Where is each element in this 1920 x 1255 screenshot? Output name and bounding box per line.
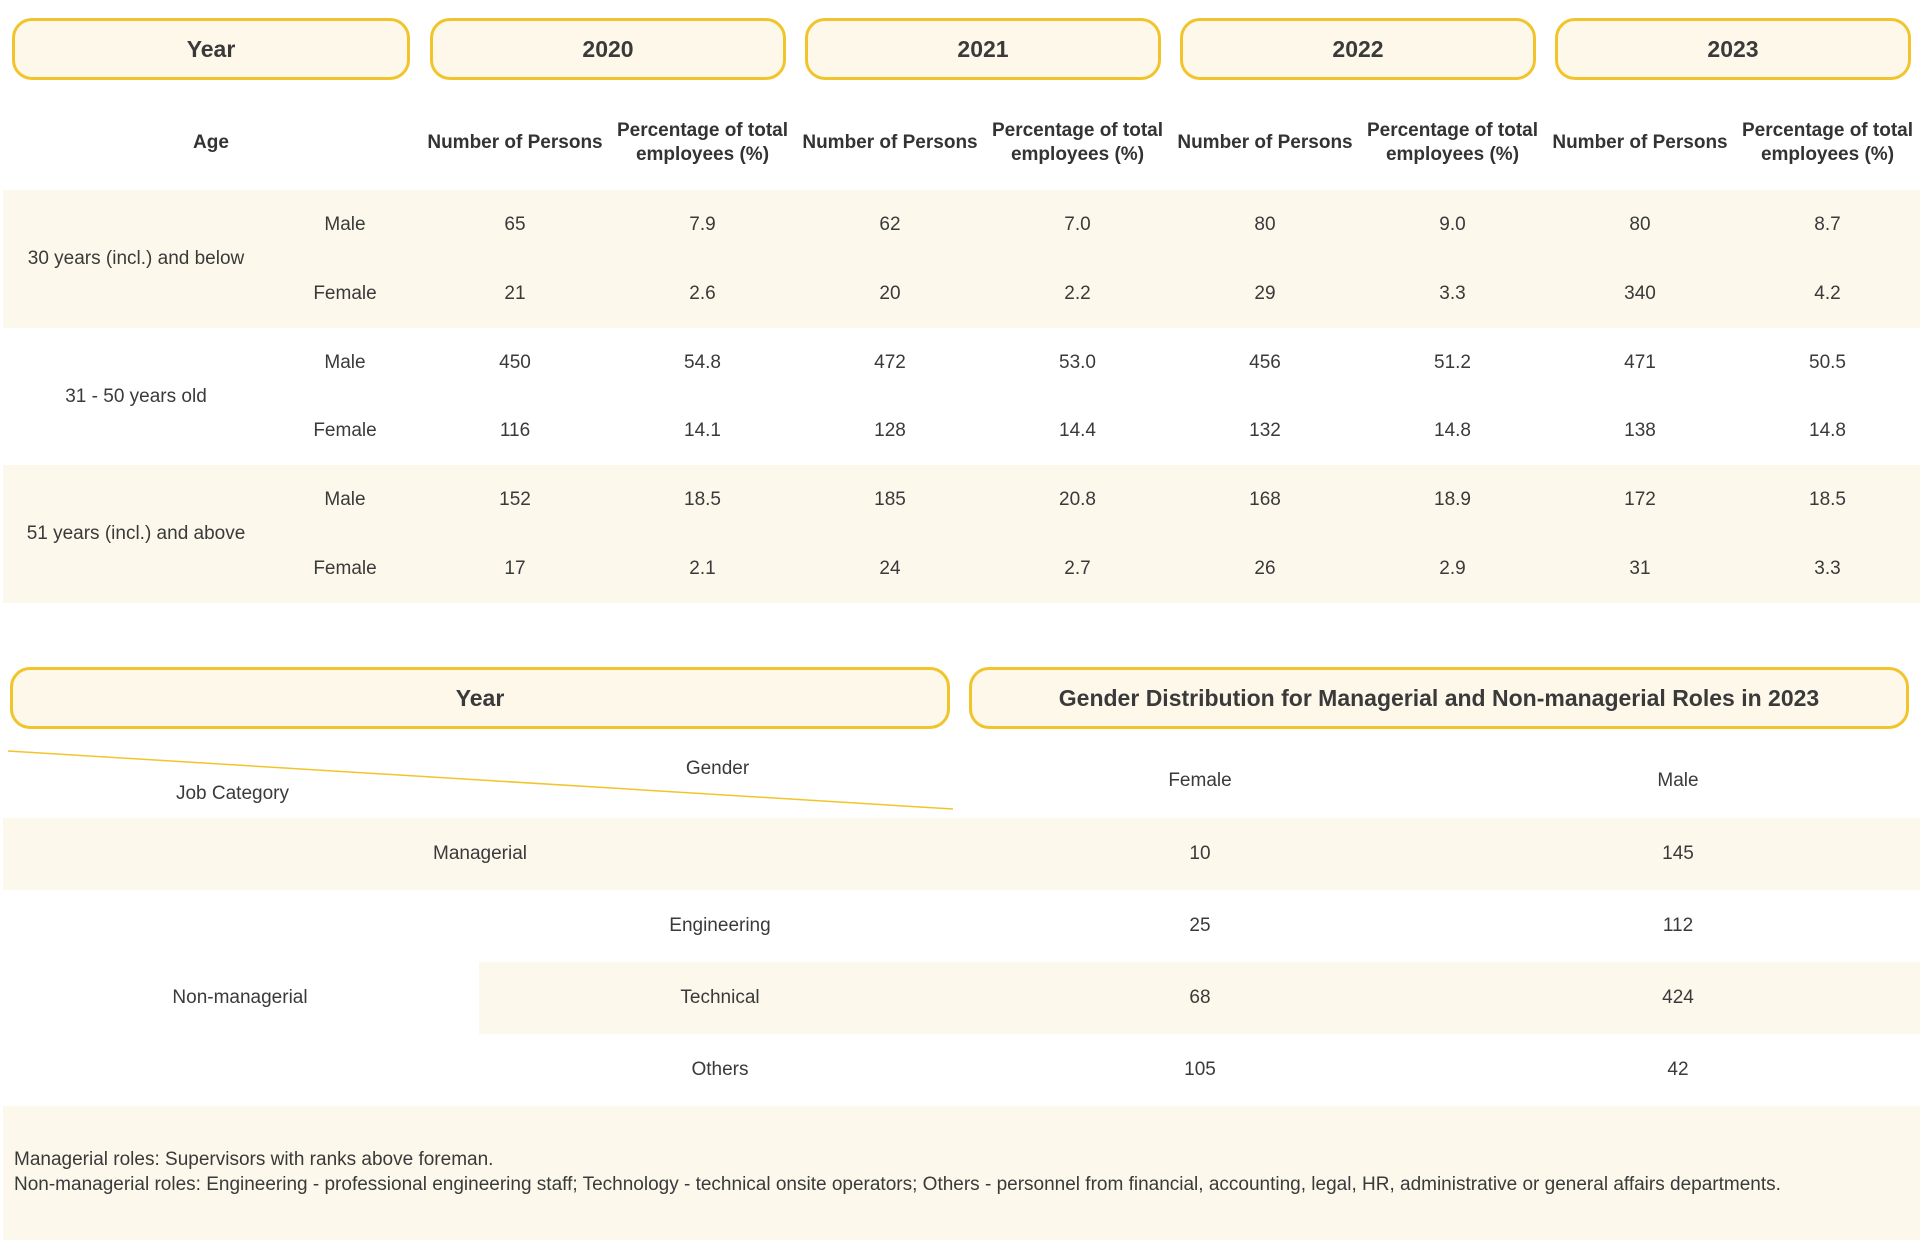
percent-cell: 3.3 <box>1439 282 1466 304</box>
col-persons-2023: Number of Persons <box>1552 132 1728 153</box>
percent-cell: 14.4 <box>1059 419 1096 441</box>
persons-cell: 62 <box>879 213 901 235</box>
percent-cell: 20.8 <box>1059 488 1096 510</box>
gender-label: Female <box>313 282 377 304</box>
persons-cell: 128 <box>874 419 906 441</box>
age-group-label: 51 years (incl.) and above <box>26 523 246 544</box>
persons-cell: 116 <box>499 419 531 441</box>
subcategory-label: Others <box>691 1059 749 1080</box>
percent-cell: 18.9 <box>1434 488 1471 510</box>
year-2021-header: 2021 <box>805 18 1161 80</box>
percent-cell: 51.2 <box>1434 351 1471 373</box>
percent-cell: 14.8 <box>1434 419 1471 441</box>
persons-cell: 80 <box>1629 213 1651 235</box>
persons-cell: 132 <box>1249 419 1281 441</box>
percent-cell: 53.0 <box>1059 351 1096 373</box>
row-band-over51 <box>3 465 1920 603</box>
persons-cell: 450 <box>499 351 531 373</box>
percent-cell: 14.1 <box>684 419 721 441</box>
gender-distribution-title: Gender Distribution for Managerial and N… <box>969 667 1909 729</box>
percent-cell: 50.5 <box>1809 351 1846 373</box>
persons-cell: 472 <box>874 351 906 373</box>
engineering-female: 25 <box>1189 915 1211 936</box>
percent-cell: 2.2 <box>1064 282 1091 304</box>
others-male: 42 <box>1667 1059 1689 1080</box>
percent-cell: 18.5 <box>684 488 721 510</box>
persons-cell: 29 <box>1254 282 1276 304</box>
non-managerial-label: Non-managerial <box>172 987 308 1008</box>
managerial-female: 10 <box>1189 843 1211 864</box>
year-header: Year <box>12 18 410 80</box>
gender-label: Male <box>324 488 366 510</box>
col-percent-2020: Percentage of total employees (%) <box>616 120 789 165</box>
percent-cell: 2.9 <box>1439 557 1466 579</box>
subcategory-label: Technical <box>680 987 760 1008</box>
percent-cell: 2.7 <box>1064 557 1091 579</box>
note-managerial: Managerial roles: Supervisors with ranks… <box>14 1149 494 1170</box>
persons-cell: 80 <box>1254 213 1276 235</box>
col-percent-2022: Percentage of total employees (%) <box>1366 120 1539 165</box>
year-2023-header: 2023 <box>1555 18 1911 80</box>
persons-cell: 138 <box>1624 419 1656 441</box>
persons-cell: 340 <box>1624 282 1656 304</box>
age-group-label: 31 - 50 years old <box>65 385 207 407</box>
engineering-male: 112 <box>1662 915 1694 936</box>
percent-cell: 2.1 <box>689 557 716 579</box>
persons-cell: 24 <box>879 557 901 579</box>
notes-box <box>3 1106 1920 1240</box>
percent-cell: 3.3 <box>1814 557 1841 579</box>
col-persons-2020: Number of Persons <box>427 132 603 153</box>
persons-cell: 20 <box>879 282 901 304</box>
persons-cell: 31 <box>1629 557 1651 579</box>
percent-cell: 54.8 <box>684 351 721 373</box>
col-male-header: Male <box>1657 770 1699 791</box>
percent-cell: 8.7 <box>1814 213 1841 235</box>
col-percent-2023: Percentage of total employees (%) <box>1741 120 1914 165</box>
year-2022-header: 2022 <box>1180 18 1536 80</box>
age-group-label: 30 years (incl.) and below <box>27 248 245 269</box>
job-category-label: Job Category <box>175 783 289 804</box>
persons-cell: 152 <box>499 488 531 510</box>
persons-cell: 65 <box>504 213 526 235</box>
subcategory-label: Engineering <box>669 915 771 936</box>
managerial-label: Managerial <box>433 843 527 864</box>
row-band-under30 <box>3 190 1920 328</box>
persons-cell: 168 <box>1249 488 1281 510</box>
percent-cell: 7.9 <box>689 213 716 235</box>
percent-cell: 18.5 <box>1809 488 1846 510</box>
col-female-header: Female <box>1168 770 1232 791</box>
persons-cell: 172 <box>1624 488 1656 510</box>
technical-row-band <box>479 962 1920 1034</box>
gender-label: Female <box>313 419 377 441</box>
col-persons-2022: Number of Persons <box>1177 132 1353 153</box>
percent-cell: 2.6 <box>689 282 716 304</box>
diagonal-divider <box>7 750 954 810</box>
technical-male: 424 <box>1662 987 1694 1008</box>
col-percent-2021: Percentage of total employees (%) <box>991 120 1164 165</box>
year-header: Year <box>10 667 950 729</box>
gender-label: Male <box>324 351 366 373</box>
percent-cell: 7.0 <box>1064 213 1091 235</box>
age-header: Age <box>193 132 229 153</box>
persons-cell: 471 <box>1624 351 1656 373</box>
gender-label: Gender <box>685 758 750 779</box>
managerial-male: 145 <box>1662 843 1694 864</box>
gender-label: Female <box>313 557 377 579</box>
percent-cell: 14.8 <box>1809 419 1846 441</box>
persons-cell: 21 <box>504 282 526 304</box>
persons-cell: 26 <box>1254 557 1276 579</box>
percent-cell: 9.0 <box>1439 213 1466 235</box>
note-non-managerial: Non-managerial roles: Engineering - prof… <box>14 1174 1781 1195</box>
persons-cell: 17 <box>504 557 526 579</box>
persons-cell: 185 <box>874 488 906 510</box>
others-female: 105 <box>1184 1059 1216 1080</box>
percent-cell: 4.2 <box>1814 282 1841 304</box>
persons-cell: 456 <box>1249 351 1281 373</box>
technical-female: 68 <box>1189 987 1211 1008</box>
managerial-row-band <box>3 818 1920 890</box>
year-2020-header: 2020 <box>430 18 786 80</box>
gender-label: Male <box>324 213 366 235</box>
col-persons-2021: Number of Persons <box>802 132 978 153</box>
